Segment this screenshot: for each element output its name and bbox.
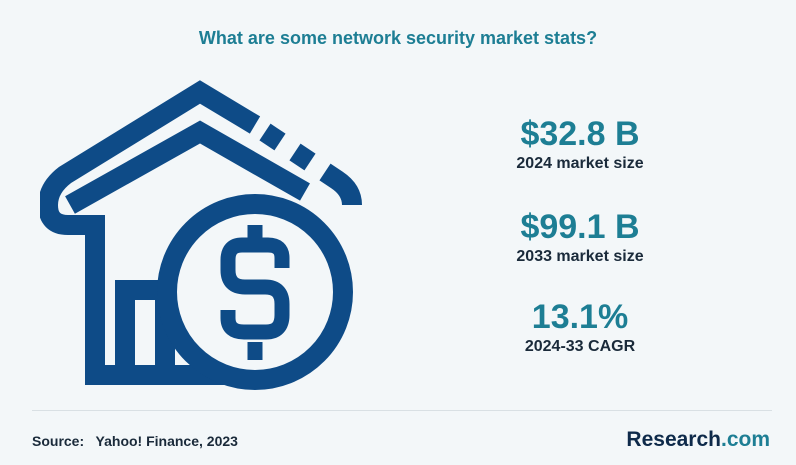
source-text: Yahoo! Finance, 2023 <box>95 433 238 449</box>
stat-value: $99.1 B <box>520 208 640 246</box>
house-dollar-icon <box>40 80 362 390</box>
stat-label: 2033 market size <box>516 248 644 265</box>
stat-cagr: 13.1% 2024-33 CAGR <box>480 297 680 357</box>
brand-main: Research <box>626 428 721 451</box>
brand-logo: Research.com <box>626 428 770 452</box>
stat-market-size-2033: $99.1 B 2033 market size <box>480 207 680 267</box>
divider <box>32 410 772 411</box>
brand-suffix: .com <box>720 428 770 451</box>
stat-label: 2024 market size <box>516 155 644 172</box>
stat-value: $32.8 B <box>520 115 640 153</box>
source-label: Source: <box>32 433 85 449</box>
stat-value: 13.1% <box>531 298 629 336</box>
stat-market-size-2024: $32.8 B 2024 market size <box>480 114 680 174</box>
stat-label: 2024-33 CAGR <box>524 338 636 355</box>
page-title: What are some network security market st… <box>198 28 598 48</box>
source-citation: Source: Yahoo! Finance, 2023 <box>32 433 238 449</box>
